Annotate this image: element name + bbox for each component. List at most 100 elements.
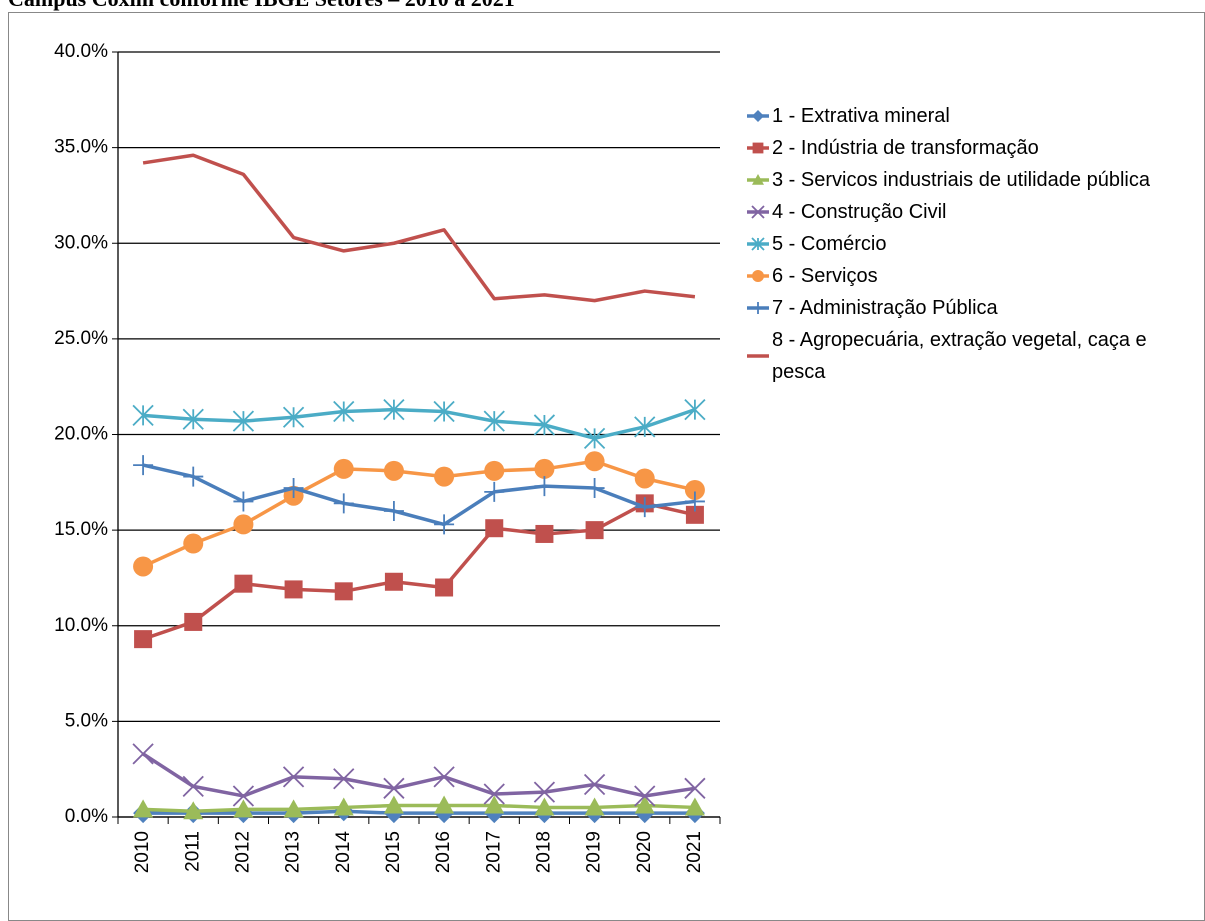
marker	[383, 501, 404, 521]
marker	[634, 416, 656, 438]
legend-item: 3 - Servicos industriais de utilidade pú…	[746, 164, 1201, 196]
marker	[485, 519, 504, 538]
legend-item: 7 - Administração Pública	[746, 292, 1201, 324]
marker	[584, 797, 605, 816]
marker	[232, 785, 255, 807]
marker	[634, 497, 655, 518]
marker	[333, 797, 354, 816]
marker	[184, 612, 203, 631]
marker	[684, 777, 706, 799]
marker	[583, 427, 606, 449]
legend-key	[747, 270, 769, 282]
legend-label: 1 - Extrativa mineral	[772, 105, 950, 127]
marker	[433, 766, 455, 788]
marker	[133, 556, 154, 577]
y-tick-label: 15.0%	[54, 519, 108, 540]
x-tick-label: 2014	[333, 831, 354, 874]
marker	[333, 493, 354, 514]
marker	[282, 766, 305, 788]
marker	[483, 410, 505, 432]
marker	[483, 783, 505, 805]
marker	[234, 574, 253, 593]
legend-label: 6 - Serviços	[772, 265, 878, 287]
y-tick-label: 25.0%	[54, 328, 108, 349]
marker	[434, 514, 455, 535]
legend: 1 - Extrativa mineral 2 - Indústria de tr…	[746, 100, 1201, 388]
legend-key	[747, 174, 769, 185]
legend-item: 2 - Indústria de transformação	[746, 132, 1201, 164]
marker	[182, 408, 204, 430]
marker	[634, 785, 656, 807]
marker	[684, 491, 705, 512]
x-tick-label: 2011	[182, 831, 203, 872]
marker	[134, 630, 153, 649]
y-tick-label: 0.0%	[65, 806, 108, 827]
legend-label: 5 - Comércio	[772, 233, 887, 255]
marker	[685, 505, 704, 524]
marker	[282, 406, 305, 428]
marker	[132, 404, 154, 427]
legend-key	[747, 354, 769, 358]
marker	[752, 174, 764, 185]
marker	[533, 414, 556, 436]
legend-item: 6 - Serviços	[746, 260, 1201, 292]
marker	[434, 466, 455, 487]
marker	[233, 491, 254, 512]
marker	[283, 799, 304, 818]
marker	[751, 205, 765, 219]
legend-label: 3 - Servicos industriais de utilidade pú…	[772, 169, 1150, 191]
marker	[684, 479, 705, 500]
marker	[333, 768, 355, 790]
y-tick-label: 30.0%	[54, 232, 108, 253]
marker	[182, 775, 204, 798]
legend-item: 5 - Comércio	[746, 228, 1201, 260]
marker	[183, 466, 204, 487]
marker	[533, 781, 556, 803]
marker	[133, 455, 154, 476]
legend-item: 8 - Agropecuária, extração vegetal, caça…	[746, 324, 1201, 388]
y-tick-label: 20.0%	[54, 424, 108, 445]
y-tick-label: 35.0%	[54, 137, 108, 158]
marker	[283, 478, 304, 499]
legend-key	[747, 302, 769, 314]
marker	[132, 743, 154, 765]
x-tick-label: 2013	[283, 831, 304, 873]
marker	[383, 777, 405, 799]
marker	[484, 481, 505, 502]
x-tick-label: 2012	[232, 831, 253, 873]
legend-key	[747, 110, 769, 122]
marker	[133, 799, 154, 818]
x-tick-label: 2016	[433, 831, 454, 873]
marker	[534, 458, 555, 479]
legend-label: 4 - Construção Civil	[772, 201, 947, 223]
marker	[383, 460, 404, 481]
marker	[232, 410, 255, 432]
marker	[585, 521, 604, 540]
marker	[434, 795, 455, 814]
marker	[634, 795, 655, 814]
marker	[751, 237, 765, 251]
marker	[183, 801, 204, 820]
series-line	[142, 501, 696, 641]
legend-key	[747, 205, 769, 219]
x-tick-label: 2021	[684, 831, 705, 873]
marker	[334, 582, 353, 601]
series-line	[142, 459, 696, 569]
legend-item: 4 - Construção Civil	[746, 196, 1201, 228]
marker	[183, 533, 204, 554]
marker	[752, 142, 764, 154]
marker	[634, 468, 655, 489]
legend-key	[747, 142, 769, 154]
legend-label: 2 - Indústria de transformação	[772, 137, 1039, 159]
marker	[534, 797, 555, 816]
marker	[284, 580, 303, 599]
x-tick-label: 2015	[383, 831, 404, 873]
marker	[752, 110, 764, 122]
legend-key	[747, 237, 769, 251]
x-tick-label: 2017	[483, 831, 504, 873]
marker	[383, 399, 405, 421]
marker	[534, 476, 555, 497]
x-tick-label: 2019	[584, 831, 605, 873]
legend-label: 8 - Agropecuária, extração vegetal, caça…	[772, 329, 1147, 383]
